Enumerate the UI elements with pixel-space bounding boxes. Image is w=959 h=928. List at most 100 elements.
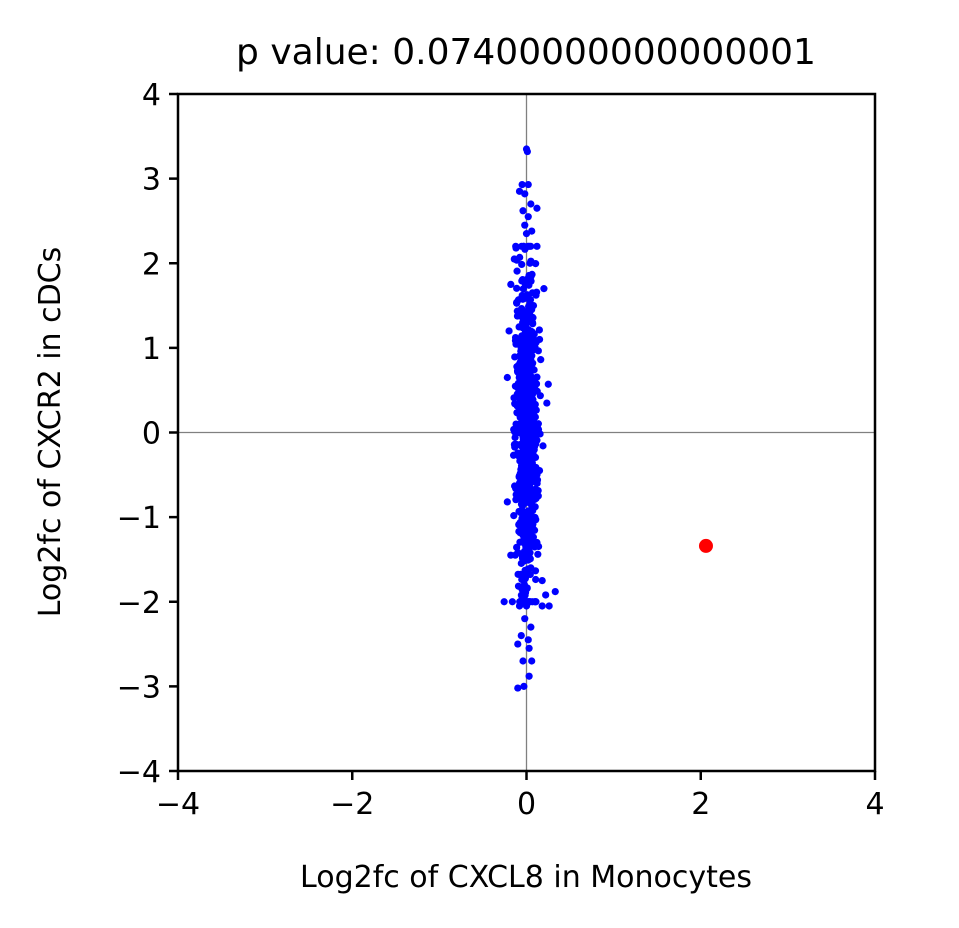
gene-point — [526, 570, 534, 579]
gene-point — [507, 280, 515, 289]
gene-point — [507, 551, 515, 559]
data-points — [500, 145, 713, 692]
gene-point — [534, 424, 542, 432]
gene-point — [514, 640, 522, 648]
gene-point — [527, 430, 535, 438]
gene-point — [514, 582, 523, 590]
gene-point — [517, 508, 525, 516]
gene-point — [527, 403, 535, 411]
gene-point — [512, 420, 520, 428]
gene-point — [512, 491, 520, 499]
gene-point — [523, 147, 531, 156]
x-tick-label: −2 — [330, 787, 374, 822]
gene-point — [524, 539, 533, 547]
gene-point — [517, 343, 525, 351]
gene-point — [525, 672, 533, 680]
gene-point — [526, 531, 534, 539]
gene-point — [542, 591, 550, 599]
y-tick-label: −4 — [117, 755, 161, 790]
gene-point — [520, 582, 528, 590]
y-tick-label: −3 — [117, 670, 161, 705]
gene-point — [513, 299, 521, 307]
gene-point — [526, 259, 534, 267]
gene-point — [534, 347, 542, 355]
gene-point — [522, 390, 530, 398]
gene-point — [538, 576, 546, 585]
gene-point — [531, 485, 539, 493]
gene-point — [544, 380, 552, 388]
y-tick-label: 2 — [142, 247, 161, 282]
gene-point — [520, 682, 528, 690]
y-tick-label: 0 — [142, 417, 161, 452]
gene-point — [533, 204, 541, 212]
gene-point — [520, 433, 528, 441]
gene-point — [508, 598, 516, 606]
gene-point — [535, 326, 543, 334]
gene-point — [517, 559, 525, 567]
gene-point — [522, 475, 530, 484]
gene-point — [534, 550, 542, 558]
gene-point — [532, 260, 540, 268]
gene-point — [518, 522, 526, 530]
gene-point — [527, 242, 535, 250]
gene-point — [525, 644, 533, 652]
gene-point — [521, 615, 529, 623]
gene-point — [532, 575, 540, 584]
highlight-point — [698, 538, 713, 553]
gene-point — [529, 525, 537, 533]
gene-point — [521, 190, 529, 198]
gene-point — [529, 301, 538, 310]
y-axis-ticks: 4 3 2 1 0 −1 −2 −3 −4 — [117, 78, 178, 790]
gene-point — [540, 285, 548, 293]
gene-point — [528, 390, 537, 399]
gene-point — [524, 513, 532, 521]
gene-point — [510, 255, 518, 263]
gene-point — [530, 419, 538, 428]
x-axis-label: Log2fc of CXCL8 in Monocytes — [300, 860, 752, 895]
y-axis-label: Log2fc of CXCR2 in cDCs — [33, 247, 68, 618]
gene-point — [518, 425, 526, 433]
gene-point — [528, 657, 536, 665]
gene-point — [518, 180, 526, 189]
y-tick-label: −1 — [117, 501, 161, 536]
gene-point — [513, 267, 521, 275]
gene-point — [515, 602, 524, 610]
gene-point — [513, 284, 521, 292]
gene-point — [519, 463, 527, 471]
gene-point — [514, 449, 522, 457]
gene-point — [531, 471, 539, 479]
x-tick-label: 4 — [865, 787, 884, 822]
gene-point — [538, 602, 546, 610]
gene-point — [526, 315, 534, 323]
gene-point — [533, 538, 541, 547]
gene-point — [531, 598, 539, 606]
gene-point — [520, 406, 529, 415]
gene-point — [522, 230, 531, 238]
gene-point — [539, 442, 547, 450]
gene-point — [514, 684, 522, 692]
gene-point — [533, 373, 541, 381]
gene-point — [524, 213, 532, 221]
y-tick-label: 4 — [142, 78, 161, 113]
gene-point — [533, 436, 541, 444]
gene-point — [514, 548, 522, 557]
x-tick-label: −4 — [156, 787, 200, 822]
gene-point — [551, 587, 559, 596]
gene-point — [518, 377, 526, 385]
gene-point — [535, 335, 544, 344]
gene-point — [524, 180, 532, 189]
gene-point — [518, 482, 526, 491]
gene-point — [523, 552, 531, 560]
chart-title: p value: 0.07400000000000001 — [236, 32, 816, 73]
gene-point — [528, 270, 536, 278]
gene-point — [513, 363, 521, 371]
gene-point — [517, 632, 525, 640]
x-tick-label: 0 — [517, 787, 536, 822]
gene-point — [522, 371, 530, 379]
y-tick-label: 3 — [142, 163, 161, 198]
gene-point — [532, 291, 540, 299]
gene-point — [526, 296, 535, 304]
gene-point — [525, 461, 533, 469]
gene-point — [524, 636, 532, 644]
